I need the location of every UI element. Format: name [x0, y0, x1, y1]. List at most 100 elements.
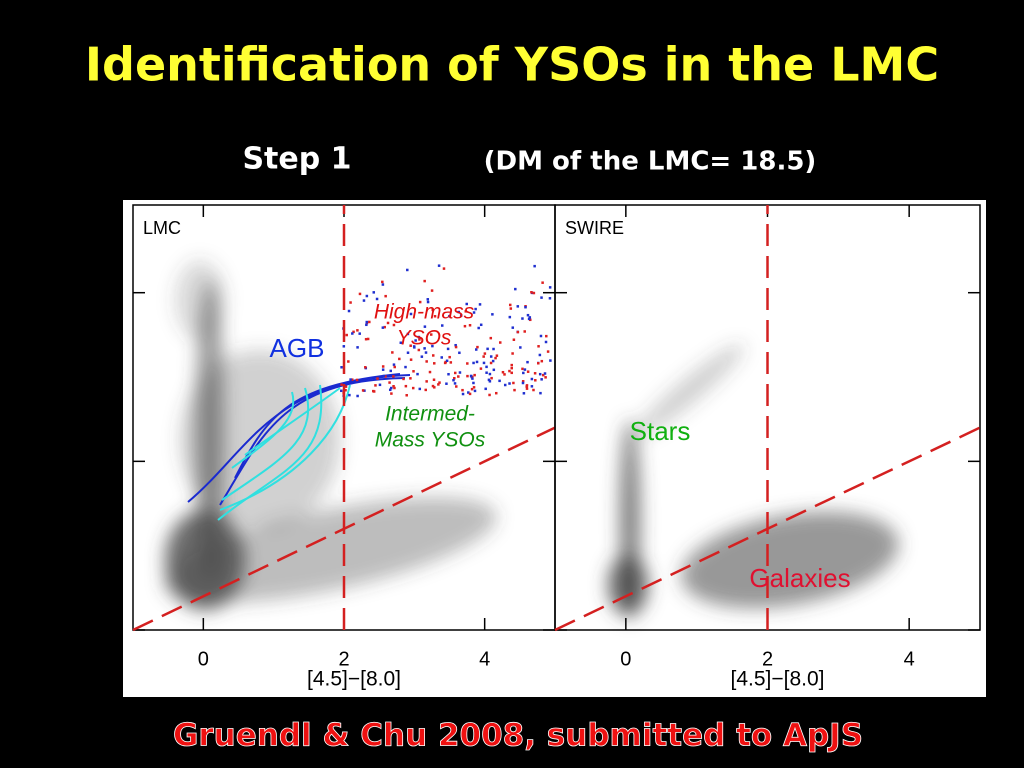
x-tick-label: 0 — [198, 648, 209, 670]
point — [350, 378, 354, 381]
point — [542, 373, 545, 377]
point — [521, 380, 525, 383]
point — [432, 378, 436, 381]
point — [470, 387, 474, 391]
point — [418, 300, 422, 304]
annotation: Stars — [630, 416, 691, 446]
citation: Gruendl & Chu 2008, submitted to ApJS — [173, 718, 863, 754]
point — [472, 311, 476, 314]
point — [457, 375, 460, 378]
point — [384, 294, 387, 298]
point — [521, 367, 524, 371]
point — [488, 380, 492, 383]
point — [449, 361, 453, 364]
point — [376, 377, 379, 380]
point — [473, 389, 477, 393]
point — [429, 333, 433, 336]
point — [409, 377, 412, 380]
point — [533, 372, 537, 375]
point — [521, 317, 524, 320]
point — [472, 381, 475, 385]
point — [534, 379, 537, 382]
point — [363, 389, 366, 392]
point — [508, 382, 511, 385]
point — [526, 360, 529, 364]
point — [349, 378, 352, 381]
point — [356, 346, 359, 349]
point — [491, 359, 495, 363]
point — [386, 321, 390, 325]
point — [492, 368, 496, 372]
point — [411, 386, 415, 390]
point — [416, 372, 419, 376]
point — [489, 361, 493, 365]
point — [508, 315, 512, 319]
point — [472, 361, 475, 365]
point — [498, 379, 501, 383]
point — [469, 374, 473, 378]
point — [351, 332, 354, 335]
point — [374, 384, 377, 387]
point — [437, 383, 440, 386]
point — [358, 292, 362, 296]
point — [423, 347, 426, 350]
point — [420, 355, 424, 358]
point — [528, 316, 532, 319]
point — [381, 368, 385, 371]
point — [392, 363, 396, 366]
point — [453, 376, 456, 380]
point — [488, 372, 492, 376]
point — [381, 326, 385, 329]
y-tick-label: 10 — [97, 450, 119, 472]
point — [405, 394, 408, 397]
point — [392, 375, 395, 378]
point — [512, 381, 515, 385]
point — [447, 372, 450, 376]
point — [465, 302, 468, 306]
x-tick-label: 2 — [762, 648, 773, 670]
point — [443, 361, 447, 365]
point — [369, 377, 373, 381]
point — [516, 330, 520, 334]
point — [475, 360, 479, 364]
point — [345, 333, 348, 337]
point — [365, 294, 369, 298]
point — [471, 377, 474, 380]
point — [482, 355, 485, 358]
step-label: Step 1 — [242, 142, 351, 177]
point — [468, 324, 472, 327]
point — [540, 296, 543, 299]
point — [368, 320, 371, 324]
point — [457, 310, 460, 314]
point — [409, 358, 413, 361]
point — [523, 368, 527, 371]
point — [382, 374, 386, 378]
point — [508, 369, 511, 373]
point — [431, 354, 435, 357]
point — [511, 326, 515, 329]
point — [466, 362, 469, 365]
point — [425, 380, 428, 383]
point — [524, 305, 527, 309]
point — [428, 370, 432, 374]
point — [540, 359, 544, 363]
point — [476, 345, 479, 349]
point — [544, 340, 548, 344]
point — [409, 312, 413, 316]
point — [463, 324, 467, 328]
point — [423, 325, 427, 328]
axes: 0 2 4 5 10 15 LMC [4.5]−[8.0] [8.0] AGB High-mass Y… — [44, 204, 981, 691]
point — [455, 385, 458, 388]
point — [402, 377, 405, 381]
point — [349, 301, 352, 304]
point — [461, 392, 465, 396]
point — [514, 287, 517, 291]
point — [383, 325, 386, 329]
point — [391, 351, 394, 354]
point — [458, 351, 461, 355]
point — [398, 357, 401, 361]
panel: 0 2 4 SWIRE [4.5]−[8.0] Stars Galaxies — [554, 204, 981, 691]
point — [399, 341, 403, 344]
annotation: Intermed- — [385, 403, 475, 426]
